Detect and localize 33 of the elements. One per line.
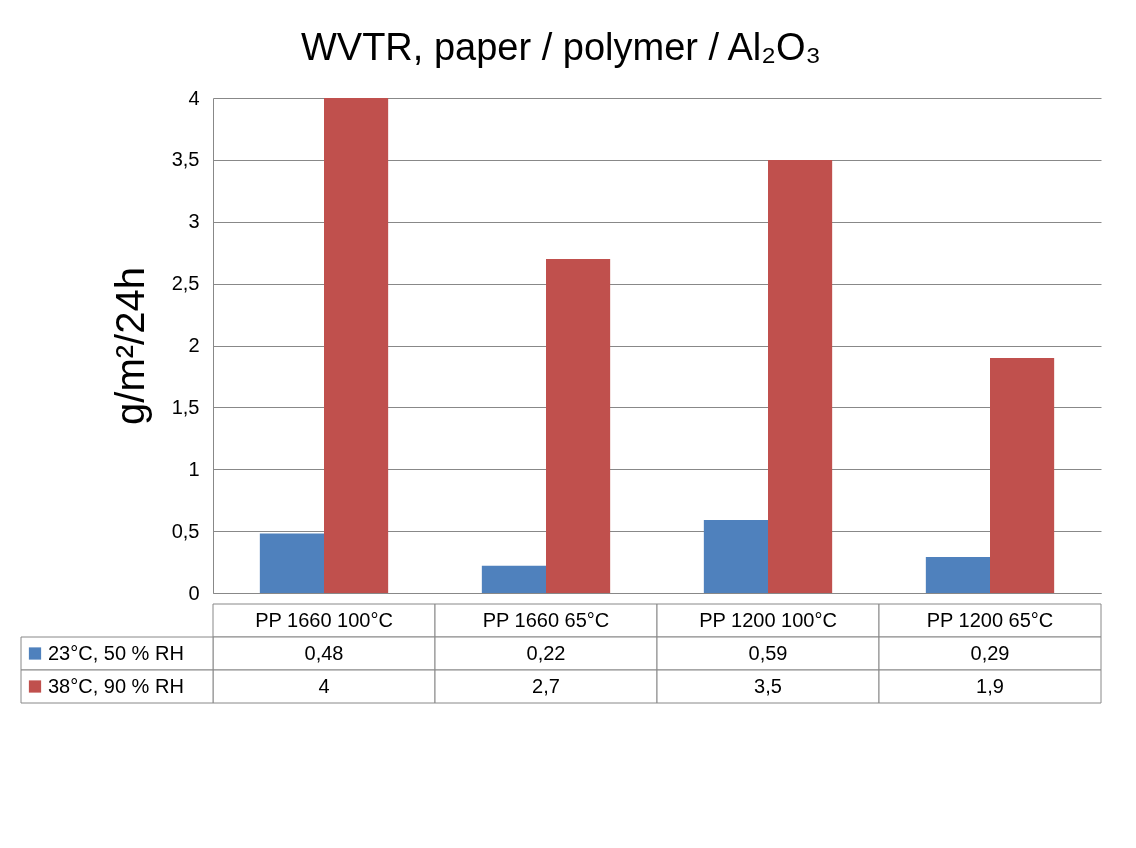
y-tick-label: 3 <box>188 210 200 233</box>
bar <box>990 357 1055 593</box>
x-tick-label: PP 1200 100°C <box>699 608 837 631</box>
bar <box>481 565 546 593</box>
data-label: 0,59 <box>748 641 788 664</box>
data-label: 0,22 <box>526 641 566 664</box>
x-tick-label: PP 1200 65°C <box>926 608 1054 631</box>
legend-label: 23°C, 50 % RH <box>48 641 184 664</box>
y-tick-label: 1,5 <box>171 395 200 418</box>
data-label: 0,48 <box>304 641 344 664</box>
data-label: 0,29 <box>970 641 1010 664</box>
y-tick-label: 3,5 <box>171 148 200 171</box>
data-label: 1,9 <box>976 674 1004 697</box>
y-tick-label: 4 <box>188 86 200 109</box>
y-axis-title: g/m²/24h <box>107 267 152 425</box>
bar <box>546 258 611 593</box>
bar <box>925 557 990 593</box>
bar <box>324 98 389 593</box>
y-tick-label: 0,5 <box>171 519 200 542</box>
x-tick-label: PP 1660 100°C <box>255 608 393 631</box>
legend-label: 38°C, 90 % RH <box>48 674 184 697</box>
y-tick-label: 0 <box>188 581 200 604</box>
bar <box>768 159 833 593</box>
y-tick-label: 2 <box>188 334 200 356</box>
data-label: 3,5 <box>754 674 782 697</box>
chart-title: WVTR, paper / polymer / Al₂O₃ <box>300 26 822 68</box>
x-tick-label: PP 1660 65°C <box>482 608 610 631</box>
y-tick-label: 2,5 <box>171 272 200 295</box>
data-label: 4 <box>318 674 330 697</box>
bar <box>259 533 324 593</box>
bar <box>703 519 768 593</box>
y-tick-label: 1 <box>188 457 200 480</box>
data-label: 2,7 <box>532 674 560 697</box>
